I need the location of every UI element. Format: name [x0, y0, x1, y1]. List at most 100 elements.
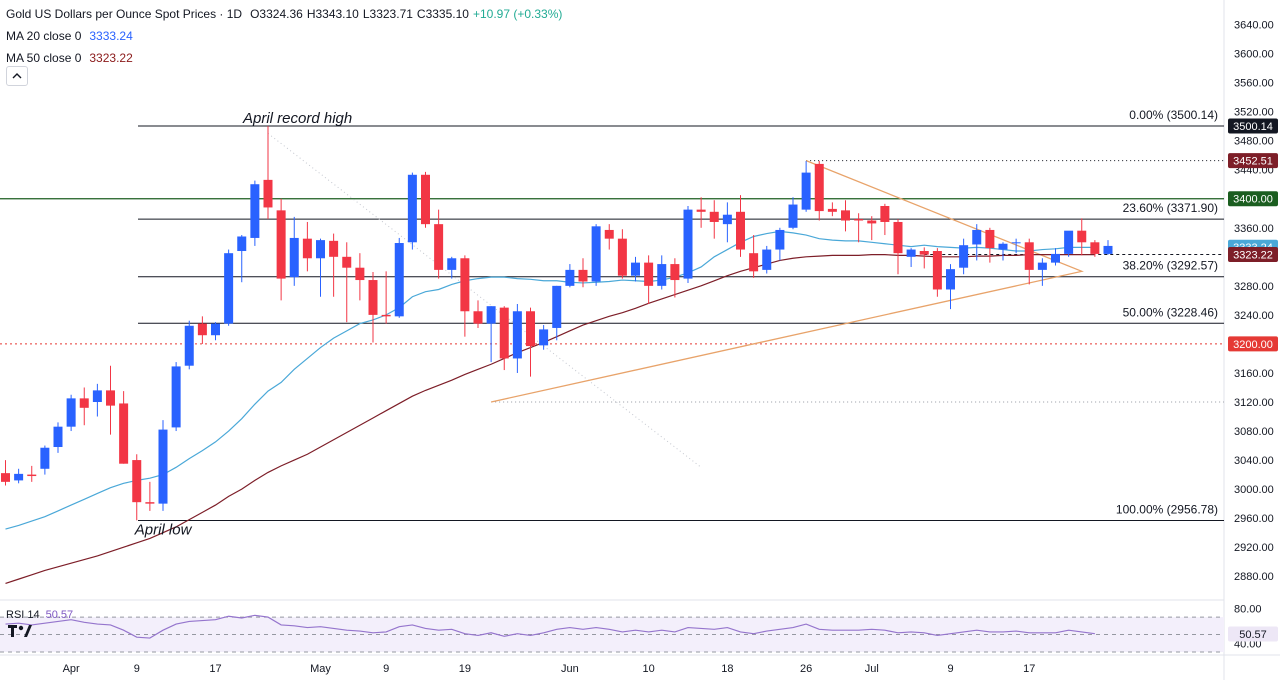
candle	[919, 247, 929, 269]
candle	[801, 160, 811, 212]
candle	[749, 235, 759, 278]
y-tick-label: 3080.00	[1234, 426, 1274, 438]
candle-body	[407, 174, 417, 243]
candle-body	[329, 240, 339, 257]
candle-body	[696, 209, 706, 212]
candle	[552, 285, 562, 341]
candle-body	[893, 221, 903, 254]
candle-body	[1051, 253, 1060, 263]
candle-body	[749, 253, 759, 272]
candle	[79, 387, 89, 426]
candle-body	[631, 262, 640, 276]
symbol-title[interactable]: Gold US Dollars per Ounce Spot Prices · …	[6, 6, 243, 21]
candle	[880, 203, 890, 236]
candle	[696, 197, 706, 228]
y-tick-label: 3040.00	[1234, 455, 1274, 467]
candle-body	[92, 390, 102, 402]
close-value: C3335.10	[416, 6, 469, 21]
price-tag-label: 3452.51	[1233, 156, 1273, 168]
candle-body	[486, 306, 496, 324]
x-tick-label: 9	[947, 663, 953, 675]
y-tick-label: 3480.00	[1234, 136, 1274, 148]
candle-body	[814, 163, 824, 212]
x-tick-label: 18	[721, 663, 733, 675]
candle-body	[237, 236, 247, 252]
price-tag	[1228, 191, 1278, 207]
rsi-legend[interactable]: RSI 14 50.57	[6, 609, 73, 621]
candle-body	[250, 184, 260, 238]
chevron-up-icon	[12, 73, 22, 79]
candle-body	[722, 214, 732, 225]
candle	[132, 454, 142, 521]
candle-body	[998, 243, 1008, 250]
candle	[827, 202, 837, 217]
candle	[683, 206, 693, 283]
collapse-legend-button[interactable]	[6, 66, 28, 86]
candle-body	[657, 264, 667, 286]
candle-body	[867, 220, 877, 224]
tradingview-logo[interactable]	[8, 623, 36, 644]
candle	[657, 255, 667, 290]
x-tick-label: 9	[134, 663, 140, 675]
candle-body	[985, 229, 995, 249]
candle-body	[644, 262, 654, 286]
candle-body	[670, 264, 680, 281]
candle-body	[171, 366, 181, 428]
candle	[762, 245, 772, 274]
ma20-line	[5, 230, 1095, 530]
candle-body	[316, 240, 325, 259]
candle-body	[617, 238, 627, 276]
y-tick-label: 3280.00	[1234, 281, 1274, 293]
x-tick-label: 26	[800, 663, 812, 675]
candle	[814, 160, 824, 221]
x-tick-label: 10	[643, 663, 655, 675]
ma20-row[interactable]: MA 20 close 0 3333.24	[6, 25, 562, 47]
candle	[893, 219, 903, 275]
x-tick-label: 19	[459, 663, 471, 675]
candle-body	[512, 311, 522, 359]
candle-body	[919, 251, 929, 255]
ma20-label: MA 20 close 0	[6, 28, 82, 43]
y-tick-label: 3560.00	[1234, 78, 1274, 90]
candle	[381, 271, 391, 324]
candle-body	[946, 269, 955, 290]
candle	[460, 255, 470, 337]
candle	[263, 126, 273, 220]
candle	[775, 227, 785, 261]
candle	[932, 248, 942, 297]
candle-body	[1064, 230, 1074, 254]
ma50-row[interactable]: MA 50 close 0 3323.22	[6, 47, 562, 69]
chart-legend: Gold US Dollars per Ounce Spot Prices · …	[6, 3, 562, 69]
candle	[1077, 218, 1087, 256]
candle-body	[801, 172, 811, 210]
candle	[276, 198, 286, 301]
candle	[1051, 248, 1060, 266]
candle	[237, 235, 247, 283]
candle-body	[683, 209, 693, 279]
candle	[407, 172, 417, 250]
x-tick-label: May	[310, 663, 331, 675]
candle	[709, 200, 719, 239]
candle-body	[132, 460, 142, 503]
y-tick-label: 3160.00	[1234, 368, 1274, 380]
candle	[946, 264, 955, 310]
candle	[329, 233, 339, 297]
candle-body	[906, 249, 916, 257]
candle-body	[460, 258, 470, 312]
candle-body	[775, 229, 785, 250]
triangle-pattern	[490, 160, 1084, 403]
candle	[421, 171, 430, 228]
open-value: O3324.36	[250, 6, 303, 21]
candle-body	[539, 329, 549, 346]
price-tag	[1228, 153, 1278, 169]
candle-body	[1024, 242, 1034, 270]
candle	[145, 481, 155, 511]
price-tag-label: 3323.22	[1233, 249, 1273, 261]
y-tick-label: 3640.00	[1234, 20, 1274, 32]
candle-body	[604, 229, 614, 239]
candle-body	[158, 429, 168, 504]
price-tag-label: 3400.00	[1233, 194, 1273, 206]
candle	[106, 365, 115, 435]
candle-body	[932, 251, 942, 290]
